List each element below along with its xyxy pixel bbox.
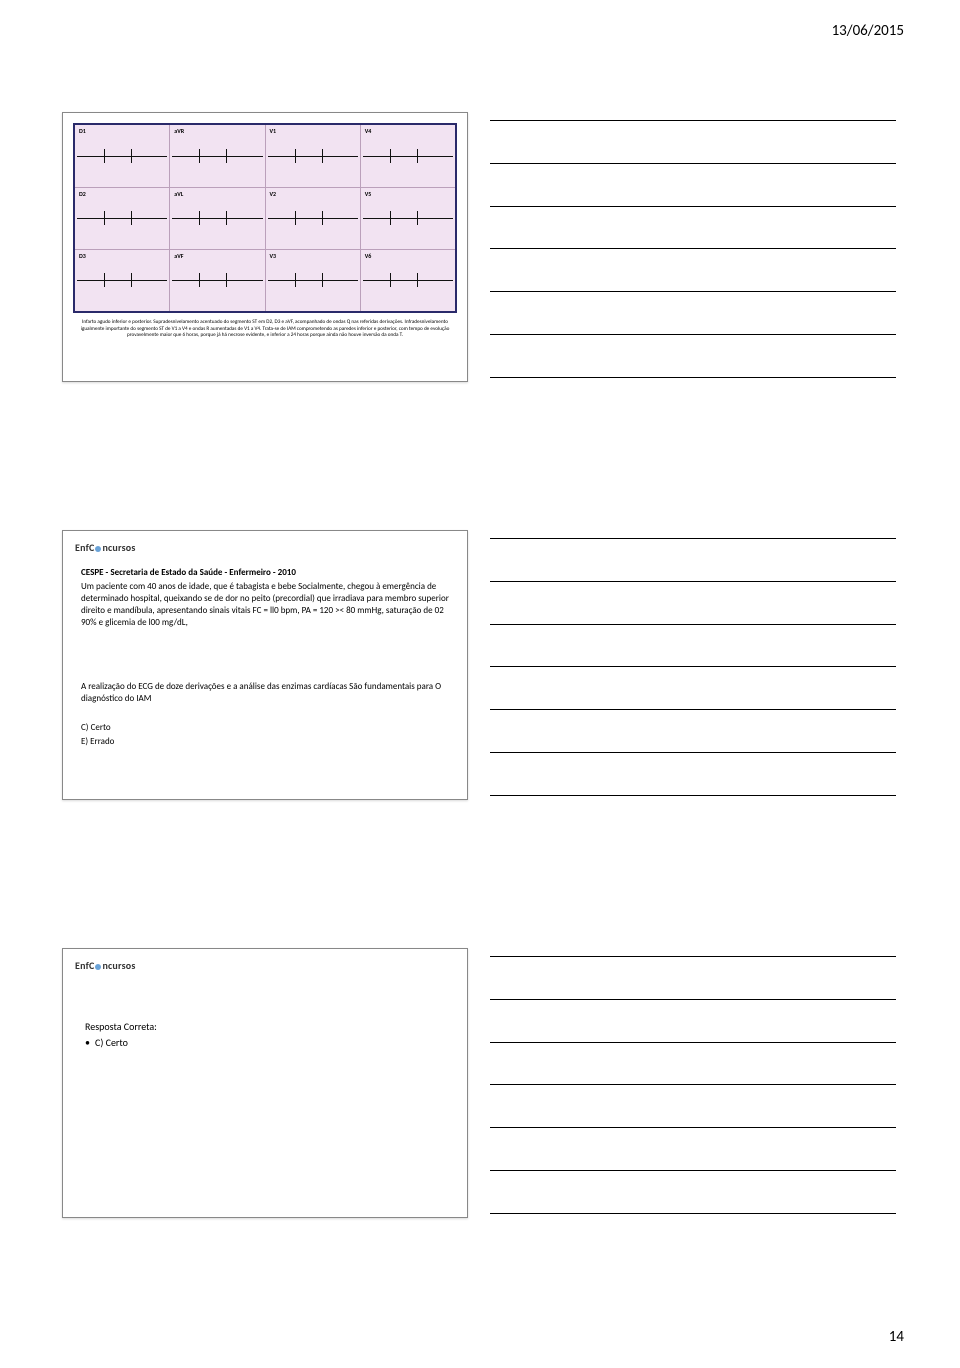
bullet-icon: • [85, 1035, 95, 1051]
ecg-cell: D1 [75, 125, 169, 187]
answer-block: Resposta Correta: •C) Certo [85, 1019, 157, 1051]
rule [490, 1084, 896, 1085]
ecg-trace [363, 156, 453, 157]
ecg-trace [77, 156, 167, 157]
ecg-row-2: D2 aVL V2 V5 [75, 187, 455, 249]
lead-label: D2 [79, 190, 86, 198]
note-lines-3 [490, 948, 896, 1228]
ecg-cell: V1 [265, 125, 360, 187]
lead-label: D1 [79, 127, 86, 135]
rule [490, 377, 896, 378]
ecg-trace [77, 280, 167, 281]
rule [490, 666, 896, 667]
ecg-cell: V2 [265, 188, 360, 249]
brand-text1: EnfC [75, 541, 94, 554]
lead-label: aVL [174, 190, 183, 198]
ecg-frame: D1 aVR V1 V4 D2 aVL V2 V5 D3 aVF V3 V6 [73, 123, 457, 313]
rule [490, 752, 896, 753]
ecg-cell: aVR [169, 125, 264, 187]
rule [490, 709, 896, 710]
lead-label: V5 [365, 190, 372, 198]
ecg-trace [268, 218, 358, 219]
rule [490, 956, 896, 957]
answer-value: C) Certo [95, 1036, 128, 1049]
page-number: 14 [889, 1328, 904, 1346]
slide-question: EnfC ncursos CESPE - Secretaria de Estado… [62, 530, 468, 800]
rule [490, 1170, 896, 1171]
answer-value-row: •C) Certo [85, 1035, 157, 1051]
rule [490, 206, 896, 207]
question-statement: A realização do ECG de doze derivações e… [81, 681, 449, 705]
ecg-cell: V5 [360, 188, 455, 249]
lead-label: V3 [270, 252, 277, 260]
row-1: D1 aVR V1 V4 D2 aVL V2 V5 D3 aVF V3 V6 I… [62, 112, 898, 392]
rule [490, 163, 896, 164]
rule [490, 999, 896, 1000]
ecg-trace [363, 218, 453, 219]
option-c: C) Certo [81, 721, 114, 735]
rule [490, 1127, 896, 1128]
ecg-row-3: D3 aVF V3 V6 [75, 249, 455, 311]
rule [490, 334, 896, 335]
question-body: Um paciente com 40 anos de idade, que é … [81, 581, 449, 630]
ecg-cell: V3 [265, 250, 360, 311]
row-3: EnfC ncursos Resposta Correta: •C) Certo [62, 948, 898, 1228]
answer-label: Resposta Correta: [85, 1019, 157, 1035]
option-e: E) Errado [81, 735, 114, 749]
lead-label: V1 [270, 127, 277, 135]
brand-text2: ncursos [102, 541, 135, 554]
rule [490, 1213, 896, 1214]
rule [490, 248, 896, 249]
ecg-cell: V4 [360, 125, 455, 187]
brand-logo: EnfC ncursos [75, 541, 136, 554]
ecg-caption: Infarto agudo inferior e posterior. Supr… [73, 317, 457, 341]
brand-text1: EnfC [75, 959, 94, 972]
lead-label: D3 [79, 252, 86, 260]
rule [490, 624, 896, 625]
rule [490, 1042, 896, 1043]
lead-label: V6 [365, 252, 372, 260]
rule [490, 291, 896, 292]
slide-answer: EnfC ncursos Resposta Correta: •C) Certo [62, 948, 468, 1218]
rule [490, 581, 896, 582]
brand-logo: EnfC ncursos [75, 959, 136, 972]
row-2: EnfC ncursos CESPE - Secretaria de Estado… [62, 530, 898, 810]
ecg-trace [363, 280, 453, 281]
ecg-trace [172, 280, 262, 281]
rule [490, 538, 896, 539]
ecg-trace [172, 156, 262, 157]
ecg-row-1: D1 aVR V1 V4 [75, 125, 455, 187]
lead-label: V2 [270, 190, 277, 198]
ecg-cell: V6 [360, 250, 455, 311]
ecg-trace [172, 218, 262, 219]
question-options: C) Certo E) Errado [81, 721, 114, 748]
ecg-cell: D3 [75, 250, 169, 311]
lead-label: aVF [174, 252, 183, 260]
slide-ecg: D1 aVR V1 V4 D2 aVL V2 V5 D3 aVF V3 V6 I… [62, 112, 468, 382]
rule [490, 120, 896, 121]
rule [490, 795, 896, 796]
page-date: 13/06/2015 [832, 22, 904, 40]
lead-label: V4 [365, 127, 372, 135]
note-lines-2 [490, 530, 896, 810]
note-lines-1 [490, 112, 896, 392]
ecg-trace [268, 156, 358, 157]
lead-label: aVR [174, 127, 184, 135]
brand-text2: ncursos [102, 959, 135, 972]
ecg-trace [268, 280, 358, 281]
ecg-cell: aVL [169, 188, 264, 249]
ecg-cell: D2 [75, 188, 169, 249]
ecg-cell: aVF [169, 250, 264, 311]
question-title: CESPE - Secretaria de Estado da Saúde - … [81, 567, 449, 578]
ecg-trace [77, 218, 167, 219]
